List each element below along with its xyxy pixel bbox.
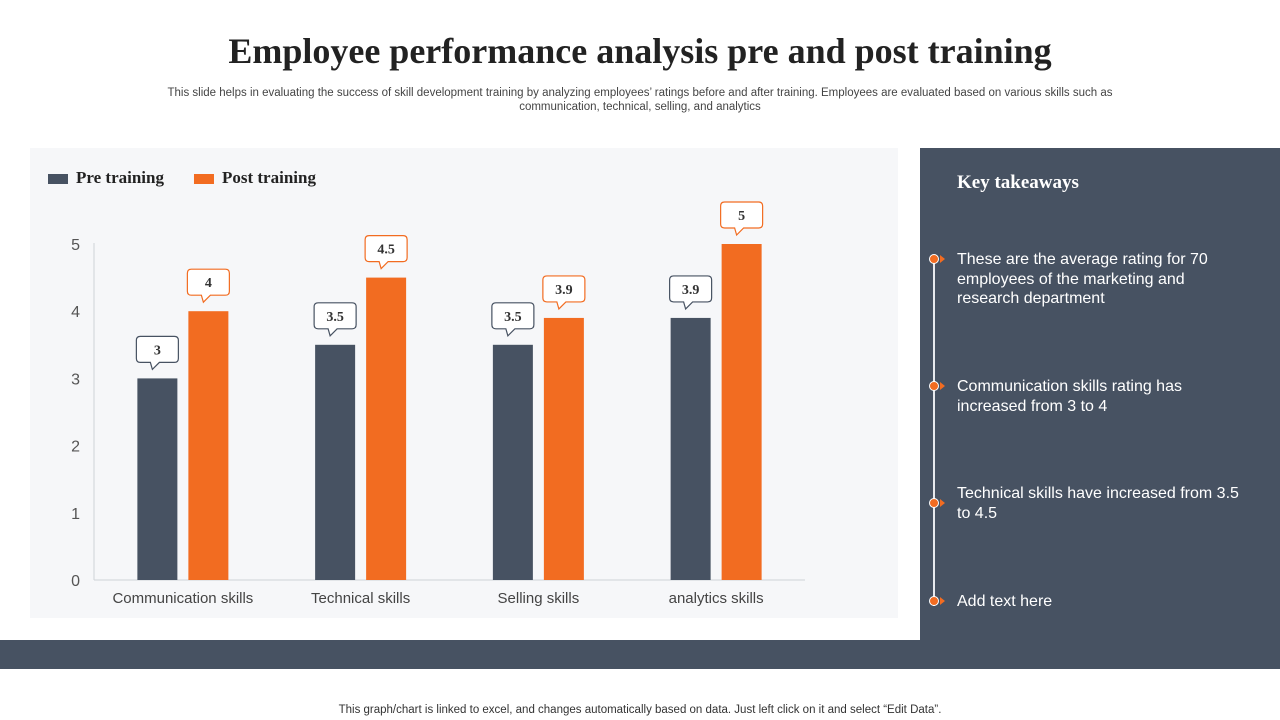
timeline-line xyxy=(933,256,935,606)
data-label-callout xyxy=(313,302,357,337)
y-tick-label: 0 xyxy=(71,573,80,590)
bar-chart: 0 1 2 3 4 5 Pre training Post training 3 4 Communi… xyxy=(48,168,805,607)
legend-label: Pre training xyxy=(76,168,164,187)
timeline-dot-icon xyxy=(929,381,939,391)
y-tick-label: 5 xyxy=(71,237,80,254)
y-tick-label: 1 xyxy=(71,506,80,523)
data-label-callout xyxy=(669,275,713,311)
legend-swatch xyxy=(48,174,68,184)
bar xyxy=(543,317,584,580)
x-tick-label: Communication skills xyxy=(112,590,253,607)
y-tick-label: 2 xyxy=(71,439,80,456)
x-tick-label: analytics skills xyxy=(669,590,764,607)
bar xyxy=(137,378,178,580)
legend-label: Post training xyxy=(222,168,316,187)
bar xyxy=(188,311,229,580)
timeline-dot-icon xyxy=(929,498,939,508)
bar xyxy=(315,344,356,580)
data-label: 3 xyxy=(154,343,161,358)
data-label: 3.5 xyxy=(326,310,344,325)
data-label-callout xyxy=(186,268,230,304)
arrow-right-icon xyxy=(940,382,945,390)
takeaway-item-2: Communication skills rating has increase… xyxy=(957,378,1182,415)
x-tick-label: Selling skills xyxy=(498,590,580,607)
bar xyxy=(366,277,407,580)
chart-panel: 0 1 2 3 4 5 Pre training Post training 3 4 Communi… xyxy=(30,148,898,618)
data-label-callout xyxy=(542,275,586,311)
data-label-callout xyxy=(720,201,764,237)
data-label-callout xyxy=(491,302,535,337)
data-label-callout xyxy=(364,235,408,270)
data-label: 4 xyxy=(205,276,212,291)
arrow-right-icon xyxy=(940,499,945,507)
takeaway-item-3: Technical skills have increased from 3.5… xyxy=(957,485,1239,522)
data-label: 3.9 xyxy=(682,283,700,298)
arrow-right-icon xyxy=(940,255,945,263)
takeaway-item-4: Add text here xyxy=(957,593,1053,610)
footnote: This graph/chart is linked to excel, and… xyxy=(338,704,942,716)
page-subtitle: This slide helps in evaluating the succe… xyxy=(167,87,1113,113)
key-takeaways-title: Key takeaways xyxy=(957,172,1079,193)
arrow-right-icon xyxy=(940,597,945,605)
data-label: 3.9 xyxy=(555,283,573,298)
data-label-callout xyxy=(135,335,179,371)
y-tick-label: 3 xyxy=(71,371,80,388)
data-label: 5 xyxy=(738,209,745,224)
data-label: 3.5 xyxy=(504,310,522,325)
y-tick-label: 4 xyxy=(71,304,80,321)
timeline-dot-icon xyxy=(929,596,939,606)
bar xyxy=(721,244,762,580)
legend-swatch xyxy=(193,174,214,184)
key-takeaways-panel: Key takeaways These are the average rati… xyxy=(920,148,1280,669)
bar xyxy=(492,344,533,580)
x-tick-label: Technical skills xyxy=(311,590,410,607)
data-label: 4.5 xyxy=(377,243,395,258)
timeline-dot-icon xyxy=(929,254,939,264)
takeaway-item-1: These are the average rating for 70 empl… xyxy=(957,251,1208,307)
page-title: Employee performance analysis pre and po… xyxy=(228,31,1052,71)
bar xyxy=(670,317,711,580)
